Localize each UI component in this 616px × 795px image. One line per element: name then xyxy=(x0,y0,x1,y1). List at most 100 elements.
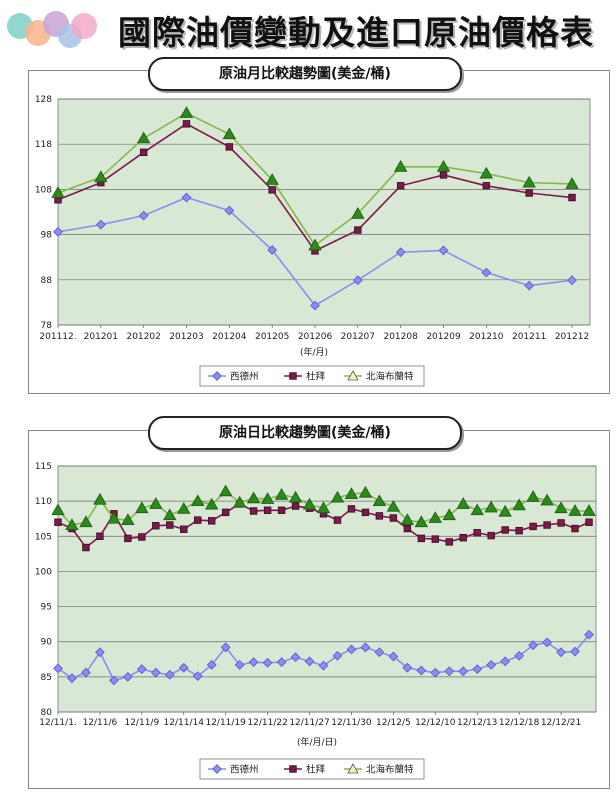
daily-y-tick-label: 85 xyxy=(41,673,52,683)
monthly-data-point xyxy=(265,173,279,185)
daily-data-point xyxy=(221,508,230,517)
monthly-data-point xyxy=(225,143,234,151)
daily-data-point xyxy=(302,497,317,510)
monthly-data-point xyxy=(393,159,408,172)
daily-data-point xyxy=(177,502,191,514)
daily-data-point xyxy=(262,657,273,668)
daily-data-point xyxy=(277,506,286,514)
daily-data-point xyxy=(220,642,231,653)
daily-data-point xyxy=(526,490,540,502)
monthly-x-axis-title: (年/月) xyxy=(300,346,328,358)
daily-data-point xyxy=(248,657,259,667)
daily-data-point xyxy=(218,484,233,497)
monthly-data-point xyxy=(53,227,63,237)
daily-x-tick-label: 12/12/13 xyxy=(457,718,497,728)
monthly-data-point xyxy=(482,182,491,190)
daily-data-point xyxy=(53,663,63,674)
monthly-data-point xyxy=(481,267,492,278)
daily-data-point xyxy=(79,515,93,528)
daily-data-point xyxy=(109,675,119,686)
daily-data-point xyxy=(333,516,342,524)
monthly-legend-marker xyxy=(289,372,297,380)
daily-x-tick-label: 12/11/6 xyxy=(83,718,118,728)
monthly-y-tick-label: 108 xyxy=(35,185,52,195)
daily-x-tick-label: 12/12/18 xyxy=(499,718,540,728)
monthly-data-point xyxy=(267,245,278,255)
daily-data-point xyxy=(54,518,62,526)
daily-x-tick-label: 12/12/10 xyxy=(415,718,456,728)
daily-data-point xyxy=(556,647,566,658)
daily-data-point xyxy=(375,512,384,520)
daily-data-point xyxy=(571,524,579,533)
daily-legend-marker xyxy=(212,764,222,774)
monthly-y-tick-label: 128 xyxy=(35,95,52,105)
monthly-legend-label: 杜拜 xyxy=(306,371,326,383)
daily-data-point xyxy=(442,508,456,521)
monthly-legend-label: 北海布蘭特 xyxy=(366,371,414,383)
daily-data-point xyxy=(501,526,509,534)
daily-data-point xyxy=(344,487,359,500)
daily-data-point xyxy=(65,518,79,530)
daily-data-point xyxy=(263,506,272,514)
daily-data-point xyxy=(316,501,331,514)
monthly-x-tick-label: 201112. xyxy=(39,332,76,342)
monthly-data-point xyxy=(565,177,579,189)
monthly-x-tick-label: 201210 xyxy=(469,332,504,342)
daily-data-point xyxy=(208,517,216,525)
daily-x-tick-label: 12/11/22 xyxy=(247,718,287,728)
daily-data-point xyxy=(291,502,300,510)
daily-x-axis-title: (年/月/日) xyxy=(297,736,337,748)
daily-data-point xyxy=(403,524,412,533)
daily-data-point xyxy=(386,499,401,512)
daily-data-point xyxy=(290,652,301,663)
daily-data-point xyxy=(135,501,149,514)
daily-data-point xyxy=(414,515,429,528)
daily-y-tick-label: 80 xyxy=(41,708,53,718)
daily-x-tick-label: 12/11/27 xyxy=(289,718,329,728)
daily-data-point xyxy=(542,637,552,648)
daily-data-point xyxy=(288,490,303,503)
daily-data-point xyxy=(246,491,261,504)
daily-data-point xyxy=(417,534,426,543)
daily-x-tick-label: 12/12/21 xyxy=(541,718,581,728)
daily-plot-area xyxy=(57,465,597,713)
monthly-data-point xyxy=(396,182,405,190)
monthly-data-point xyxy=(567,275,577,286)
daily-data-point xyxy=(416,665,427,676)
daily-data-point xyxy=(585,518,593,526)
daily-data-point xyxy=(473,529,481,537)
monthly-data-point xyxy=(268,186,276,194)
daily-data-point xyxy=(191,494,205,507)
monthly-data-point xyxy=(179,106,194,118)
monthly-x-tick-label: 201206 xyxy=(298,332,333,342)
daily-data-point xyxy=(330,490,345,503)
daily-data-point xyxy=(194,516,202,524)
daily-data-point xyxy=(568,504,582,516)
monthly-data-point xyxy=(138,210,149,221)
daily-x-tick-label: 12/11/1. xyxy=(39,718,77,728)
daily-data-point xyxy=(486,660,497,670)
daily-data-point xyxy=(332,650,343,661)
daily-data-point xyxy=(192,671,203,682)
monthly-legend-marker xyxy=(347,370,359,381)
daily-data-point xyxy=(360,642,371,653)
daily-data-point xyxy=(121,513,135,526)
daily-data-point xyxy=(430,667,441,678)
monthly-data-point xyxy=(224,205,235,216)
daily-data-point xyxy=(206,660,217,670)
daily-data-point xyxy=(484,500,498,513)
daily-data-point xyxy=(472,664,483,674)
daily-x-tick-label: 12/11/9 xyxy=(124,718,159,728)
monthly-data-point xyxy=(439,171,448,179)
daily-data-point xyxy=(515,526,523,535)
daily-data-point xyxy=(249,507,258,515)
monthly-data-point xyxy=(522,175,536,188)
daily-data-point xyxy=(205,497,219,510)
daily-data-point xyxy=(402,662,413,673)
daily-data-point xyxy=(570,646,580,657)
daily-data-point xyxy=(557,519,565,527)
daily-data-point xyxy=(428,511,442,523)
daily-data-point xyxy=(487,531,495,540)
daily-data-point xyxy=(444,666,455,677)
daily-data-point xyxy=(152,522,160,530)
